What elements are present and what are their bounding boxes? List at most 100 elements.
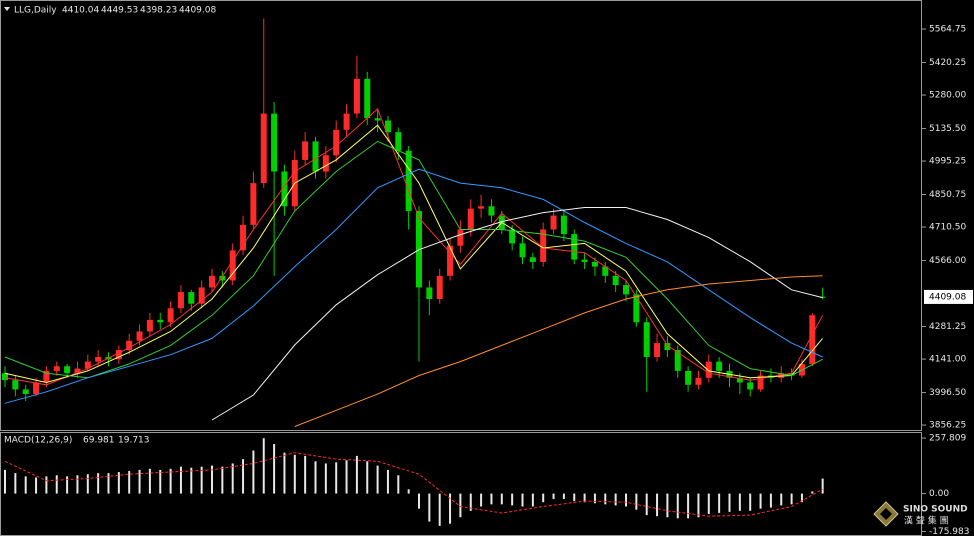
candle-body xyxy=(240,224,247,251)
macd-bar xyxy=(128,470,131,494)
macd-bar xyxy=(614,493,617,506)
y-tick-label: 4281.25 xyxy=(929,322,966,332)
macd-bar xyxy=(676,493,679,519)
candle-body xyxy=(685,370,692,385)
macd-bar xyxy=(97,473,100,494)
macd-bar xyxy=(604,493,607,505)
macd-title: MACD(12,26,9) xyxy=(4,436,72,446)
candle-body xyxy=(447,245,454,276)
candle-body xyxy=(353,78,360,114)
macd-bar xyxy=(749,493,752,511)
macd-bar xyxy=(86,474,89,494)
candle-body xyxy=(705,361,712,378)
y-tick-label: 4141.00 xyxy=(929,355,966,365)
macd-bar xyxy=(645,493,648,516)
candle-body xyxy=(664,343,671,351)
header-high: 4449.53 xyxy=(101,6,138,16)
y-tick-label: 5280.00 xyxy=(929,91,966,101)
macd-bar xyxy=(573,493,576,502)
symbol: LLG,Daily xyxy=(14,6,57,16)
macd-bar xyxy=(490,493,493,505)
macd-bar xyxy=(169,468,172,494)
moving-average xyxy=(4,124,823,384)
candle-body xyxy=(695,377,702,385)
macd-bar xyxy=(469,493,472,511)
candle-body xyxy=(84,361,91,369)
macd-bar xyxy=(179,466,182,494)
macd-bar xyxy=(4,469,6,494)
macd-bar xyxy=(293,454,296,494)
candle-body xyxy=(271,113,278,172)
candle-body xyxy=(788,373,795,376)
y-tick-label: 5564.75 xyxy=(929,25,966,35)
macd-bar xyxy=(376,465,379,494)
macd-bar xyxy=(769,493,772,508)
y-tick-label: 5135.50 xyxy=(929,124,966,134)
y-tick-label: 5420.25 xyxy=(929,58,966,68)
candle-body xyxy=(581,259,588,262)
last-price-box xyxy=(924,289,973,304)
candle-body xyxy=(281,171,288,207)
macd-bar xyxy=(117,472,120,494)
y-tick-label: 4710.50 xyxy=(929,223,966,233)
last-price-label: 4409.08 xyxy=(929,292,966,302)
macd-bar xyxy=(304,455,307,494)
macd-bar xyxy=(728,493,731,512)
candle-body xyxy=(478,206,485,209)
candle-body xyxy=(519,243,526,258)
y-tick-label: 3996.50 xyxy=(929,388,966,398)
candle-body xyxy=(12,380,19,390)
macd-bar xyxy=(397,475,400,494)
macd-bar xyxy=(35,477,38,494)
candle-body xyxy=(395,132,402,151)
y-tick-label: -175.983 xyxy=(929,527,969,536)
candle-body xyxy=(654,343,661,357)
moving-average xyxy=(211,207,823,421)
moving-average xyxy=(4,168,823,404)
macd-bar xyxy=(593,493,596,504)
macd-bar xyxy=(562,493,565,499)
macd-bar xyxy=(76,475,79,494)
candle-body xyxy=(333,129,340,156)
candle-body xyxy=(229,250,236,281)
candle-body xyxy=(74,368,81,374)
macd-bar xyxy=(531,493,534,507)
candle-body xyxy=(322,155,329,172)
macd-bar xyxy=(14,473,17,494)
candle-body xyxy=(374,118,381,121)
macd-bar xyxy=(24,476,27,494)
macd-bar xyxy=(759,493,762,509)
macd-bar xyxy=(418,493,420,509)
macd-bar xyxy=(656,493,659,517)
candle-body xyxy=(467,208,474,230)
candle-body xyxy=(757,375,764,390)
candle-body xyxy=(2,373,8,381)
macd-bar xyxy=(159,469,162,494)
macd-bar xyxy=(521,493,524,507)
macd-bar xyxy=(231,463,234,494)
watermark-brand: SINO SOUND xyxy=(903,505,968,515)
y-tick-label: 4566.00 xyxy=(929,256,966,266)
candle-body xyxy=(384,120,391,133)
macd-bar xyxy=(583,493,586,503)
macd-bar xyxy=(666,493,669,518)
watermark-chinese: 漢 聲 集 團 xyxy=(904,515,949,527)
moving-average xyxy=(4,108,824,386)
macd-bar xyxy=(200,466,203,494)
candle-body xyxy=(167,308,174,323)
candle-body xyxy=(602,266,609,276)
macd-bar xyxy=(242,459,245,494)
macd-bar xyxy=(314,461,317,494)
candle-body xyxy=(778,373,785,378)
macd-bar xyxy=(718,493,721,513)
candle-body xyxy=(426,287,433,300)
candle-body xyxy=(146,319,153,332)
macd-bar xyxy=(428,493,431,522)
candle-body xyxy=(457,229,464,246)
candle-body xyxy=(405,150,412,211)
macd-bar xyxy=(283,452,286,494)
candle-body xyxy=(643,322,650,357)
candle-body xyxy=(157,319,164,323)
header-low: 4398.23 xyxy=(140,6,177,16)
